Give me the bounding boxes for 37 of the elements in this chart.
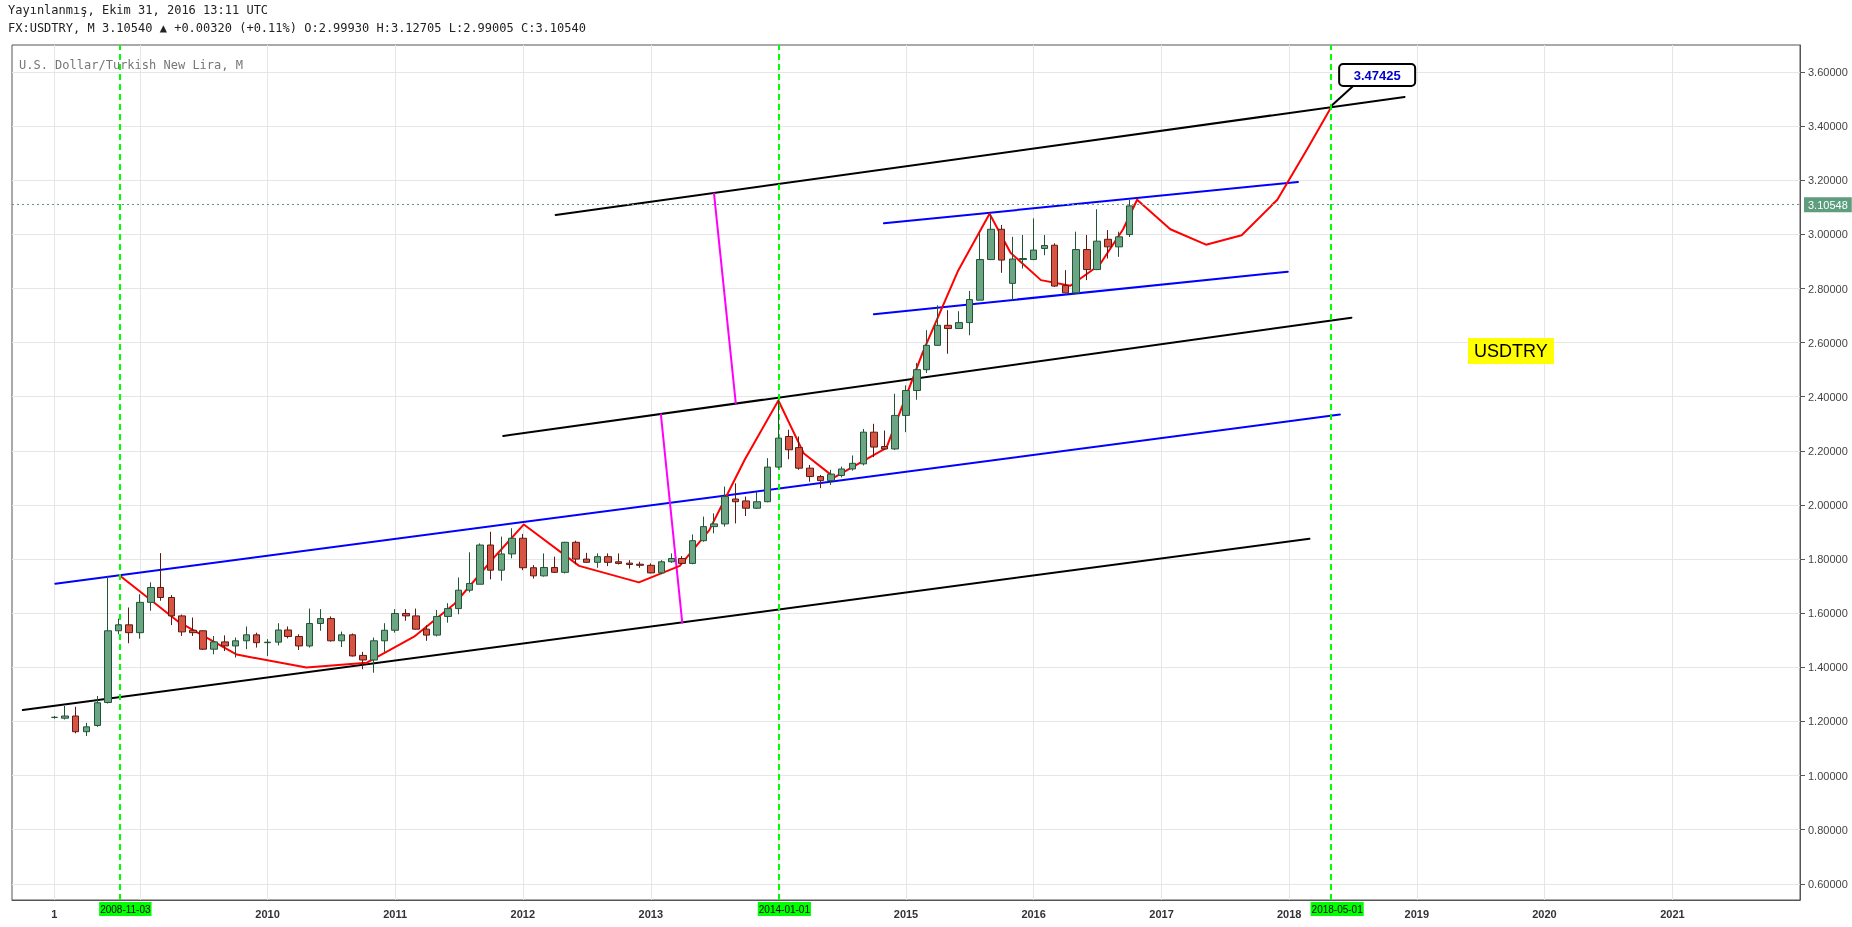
x-tick-label: 2010 bbox=[255, 907, 280, 920]
x-tick-label: 2013 bbox=[638, 907, 664, 920]
x-tick-label: 1 bbox=[51, 907, 58, 920]
text: Yayınlanmış, Ekim 31, 2016 13:11 UTC bbox=[8, 3, 269, 17]
text: FX:USDTRY, M 3.10540 ▲ +0.00320 (+0.11%) O:2.99930 H:3.12705 L:2.99005 C:3.10540 bbox=[8, 21, 586, 35]
x-tick-label: 2015 bbox=[893, 907, 919, 920]
y-tick-label: 2.40000 bbox=[1808, 390, 1848, 403]
x-tick-label: 2020 bbox=[1532, 907, 1557, 920]
text: U.S. Dollar/Turkish New Lira, M bbox=[19, 58, 243, 72]
y-tick-label: 3.00000 bbox=[1808, 228, 1848, 241]
y-tick-label: 1.00000 bbox=[1808, 769, 1848, 782]
x-tick-label: 2021 bbox=[1660, 907, 1685, 920]
y-tick-label: 2.00000 bbox=[1808, 498, 1848, 511]
annotation: 3.47425 bbox=[1353, 67, 1401, 83]
annotation: USDTRY bbox=[1474, 341, 1548, 361]
x-tick-label: 2017 bbox=[1149, 907, 1174, 920]
y-tick-label: 1.20000 bbox=[1808, 715, 1848, 728]
y-tick-label: 2.20000 bbox=[1808, 444, 1848, 457]
x-tick-label: 2018 bbox=[1276, 907, 1302, 920]
y-tick-label: 3.20000 bbox=[1808, 174, 1848, 187]
y-tick-label: 1.60000 bbox=[1808, 607, 1848, 620]
ref-line-label: 2008-11-03 bbox=[100, 903, 151, 915]
y-tick-label: 3.40000 bbox=[1808, 120, 1848, 133]
y-tick-label: 0.80000 bbox=[1808, 823, 1848, 836]
ref-line-label: 2018-05-01 bbox=[1311, 903, 1364, 915]
ref-line-label: 3.10548 bbox=[1808, 198, 1848, 211]
x-tick-label: 2016 bbox=[1021, 907, 1046, 920]
ref-line-label: 2014-01-01 bbox=[758, 903, 811, 915]
x-tick-label: 2019 bbox=[1404, 907, 1430, 920]
y-tick-label: 1.80000 bbox=[1808, 553, 1848, 566]
y-tick-label: 0.60000 bbox=[1808, 877, 1848, 890]
y-tick-label: 1.40000 bbox=[1808, 661, 1848, 674]
y-tick-label: 3.60000 bbox=[1808, 66, 1848, 79]
y-tick-label: 2.80000 bbox=[1808, 282, 1848, 295]
x-tick-label: 2011 bbox=[383, 907, 408, 920]
y-tick-label: 2.60000 bbox=[1808, 336, 1848, 349]
x-tick-label: 2012 bbox=[510, 907, 536, 920]
